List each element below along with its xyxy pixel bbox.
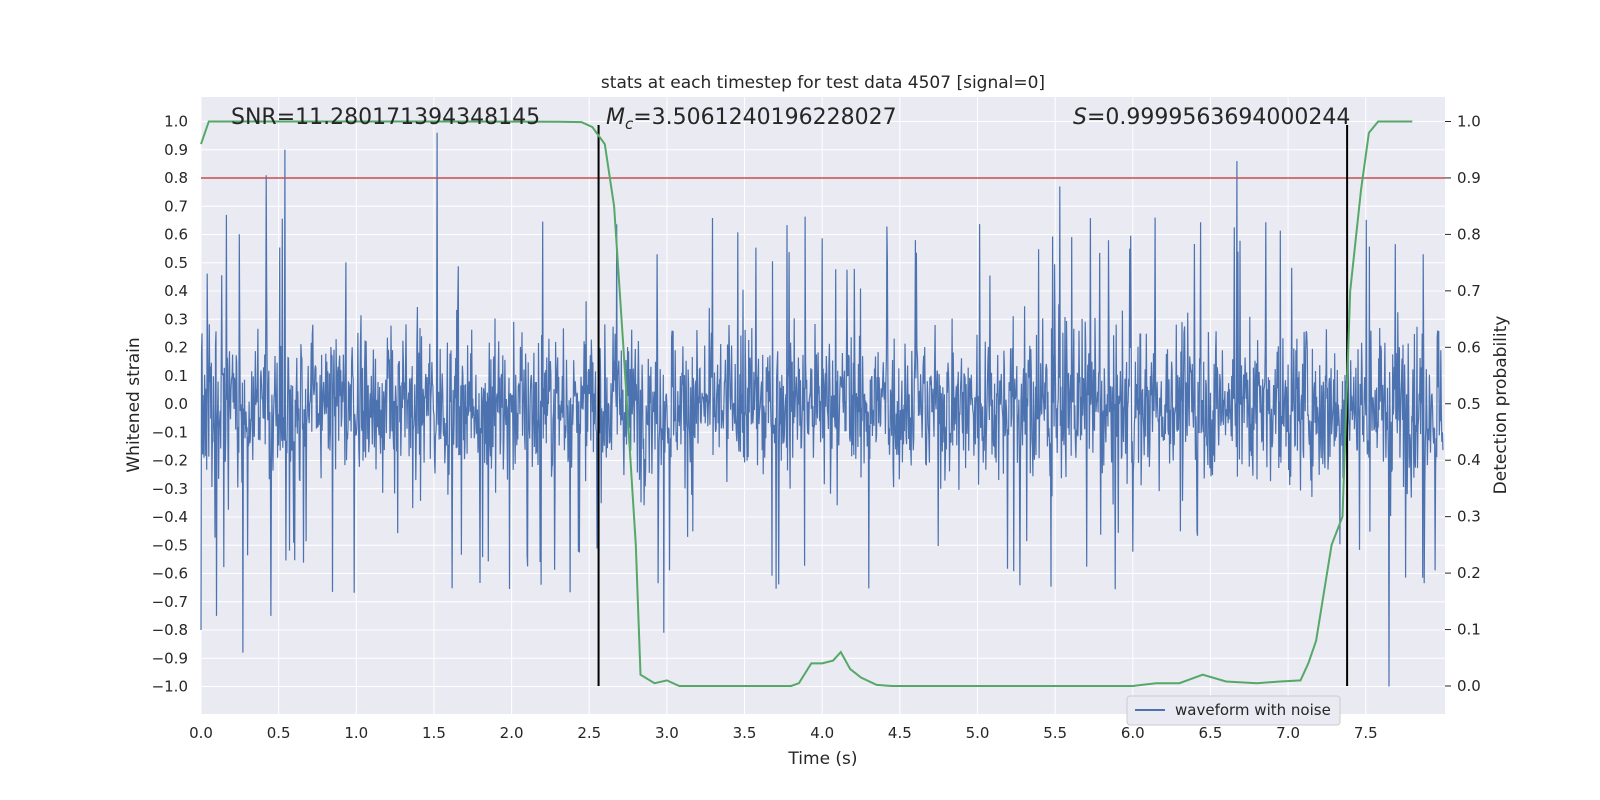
y-tick-label: 0.9 xyxy=(164,141,188,159)
y-right-tick-label: 0.7 xyxy=(1457,282,1481,300)
x-tick-label: 3.5 xyxy=(733,724,757,742)
x-tick-label: 2.0 xyxy=(500,724,524,742)
chart-title: stats at each timestep for test data 450… xyxy=(601,73,1045,93)
chirp-mass-value: =3.5061240196228027 xyxy=(633,105,896,130)
x-tick-label: 6.0 xyxy=(1121,724,1145,742)
score-annotation: S=0.9999563694000244 xyxy=(1073,105,1350,130)
legend-box xyxy=(1126,695,1341,726)
x-tick-label: 4.0 xyxy=(810,724,834,742)
x-tick-label: 0.0 xyxy=(189,724,213,742)
y-tick-label: −0.7 xyxy=(152,593,188,611)
x-tick-label: 7.0 xyxy=(1276,724,1300,742)
y-tick-label: 0.3 xyxy=(164,310,188,328)
x-tick-label: 1.5 xyxy=(422,724,446,742)
x-axis-ticks: 0.0 0.5 1.0 1.5 2.0 2.5 3.0 3.5 4.0 4.5 5.0 5.5 6.0 6… xyxy=(189,724,1378,742)
x-tick-label: 5.5 xyxy=(1043,724,1067,742)
y-right-tick-label: 0.3 xyxy=(1457,508,1481,526)
legend-label: waveform with noise xyxy=(1175,701,1331,719)
legend: waveform with noise xyxy=(1126,695,1341,726)
y-tick-label: 0.7 xyxy=(164,197,188,215)
y-tick-label: −0.6 xyxy=(152,565,188,583)
x-tick-label: 7.5 xyxy=(1354,724,1378,742)
y-tick-label: 0.6 xyxy=(164,226,188,244)
y-tick-label: −0.5 xyxy=(152,536,188,554)
y-right-tick-label: 0.6 xyxy=(1457,338,1481,356)
y-right-tick-label: 0.9 xyxy=(1457,169,1481,187)
waveform-line xyxy=(200,132,1444,687)
y-right-axis-label: Detection probability xyxy=(1491,316,1511,495)
y-tick-label: −0.1 xyxy=(152,423,188,441)
waveform-series xyxy=(200,132,1444,687)
y-tick-label: 0.4 xyxy=(164,282,188,300)
chirp-mass-symbol: M xyxy=(606,105,625,130)
y-tick-label: 0.0 xyxy=(164,395,188,413)
y-tick-label: 0.2 xyxy=(164,339,188,357)
y-right-tick-label: 0.0 xyxy=(1457,677,1481,695)
x-tick-label: 0.5 xyxy=(267,724,291,742)
y-tick-label: −0.9 xyxy=(152,649,188,667)
y-right-tick-label: 0.8 xyxy=(1457,225,1481,243)
y-axis-ticks: 1.0 0.9 0.8 0.7 0.6 0.5 0.4 0.3 0.2 0.1 0.0 −0.1 −0.… xyxy=(152,113,188,696)
x-tick-label: 2.5 xyxy=(577,724,601,742)
y-right-axis-ticks: 1.0 0.9 0.8 0.7 0.6 0.5 0.4 0.3 0.2 0.1 0.0 xyxy=(1445,113,1481,695)
y-right-tick-label: 0.2 xyxy=(1457,564,1481,582)
x-tick-label: 1.0 xyxy=(344,724,368,742)
x-tick-label: 4.5 xyxy=(888,724,912,742)
y-tick-label: 0.5 xyxy=(164,254,188,272)
x-tick-label: 6.5 xyxy=(1199,724,1223,742)
y-right-tick-label: 0.5 xyxy=(1457,395,1481,413)
y-tick-label: −0.8 xyxy=(152,621,188,639)
y-tick-label: −0.3 xyxy=(152,480,188,498)
y-axis-label: Whitened strain xyxy=(124,337,144,472)
y-tick-label: −0.2 xyxy=(152,452,188,470)
chirp-mass-annotation: Mc=3.5061240196228027 xyxy=(606,105,897,133)
y-tick-label: −1.0 xyxy=(152,678,188,696)
y-right-tick-label: 0.1 xyxy=(1457,621,1481,639)
y-tick-label: 0.1 xyxy=(164,367,188,385)
x-tick-label: 5.0 xyxy=(966,724,990,742)
y-right-tick-label: 1.0 xyxy=(1457,113,1481,131)
y-right-tick-label: 0.4 xyxy=(1457,451,1481,469)
score-symbol: S xyxy=(1073,105,1087,130)
snr-annotation: SNR=11.280171394348145 xyxy=(231,105,540,130)
y-tick-label: 0.8 xyxy=(164,169,188,187)
score-value: =0.9999563694000244 xyxy=(1087,105,1350,130)
x-axis-label: Time (s) xyxy=(787,749,857,769)
y-tick-label: 1.0 xyxy=(164,113,188,131)
x-tick-label: 3.0 xyxy=(655,724,679,742)
probability-series xyxy=(200,120,1413,687)
probability-line xyxy=(200,120,1413,687)
y-tick-label: −0.4 xyxy=(152,508,188,526)
chirp-mass-subscript: c xyxy=(625,115,634,133)
